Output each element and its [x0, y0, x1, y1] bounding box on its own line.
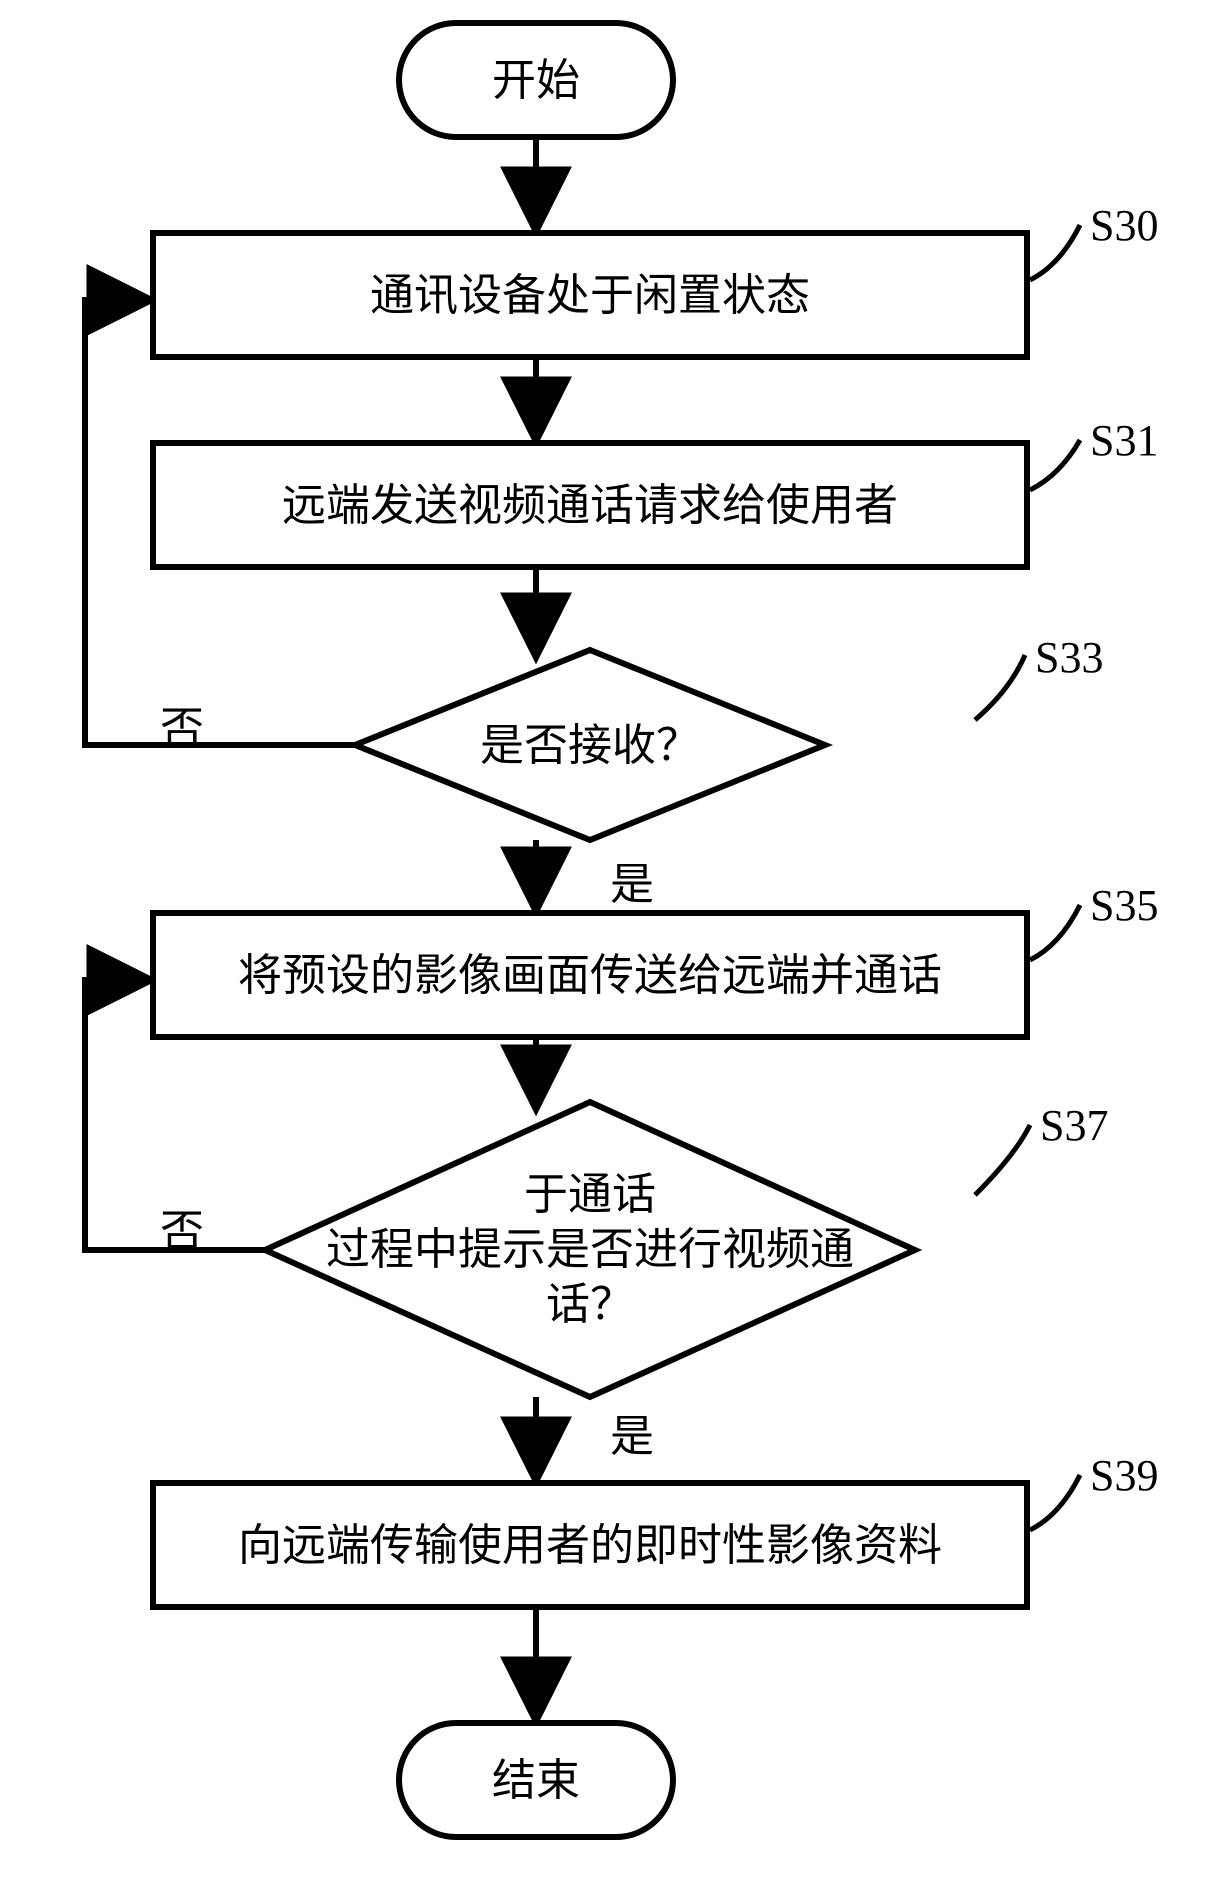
node-s31-label: 远端发送视频通话请求给使用者 [282, 478, 898, 533]
tag-conn-s33 [975, 655, 1025, 720]
node-s39-label: 向远端传输使用者的即时性影像资料 [238, 1518, 942, 1573]
tag-s37: S37 [1040, 1100, 1108, 1151]
label-s37-yes: 是 [610, 1400, 654, 1464]
tag-s39: S39 [1090, 1450, 1158, 1501]
tag-s30: S30 [1090, 200, 1158, 251]
label-s33-no: 否 [160, 692, 204, 756]
tag-conn-s31 [1030, 440, 1080, 490]
label-s33-yes: 是 [610, 848, 654, 912]
tag-conn-s35 [1030, 905, 1080, 960]
node-end-label: 结束 [492, 1753, 580, 1808]
tag-conn-s30 [1030, 225, 1080, 280]
node-s39: 向远端传输使用者的即时性影像资料 [150, 1480, 1030, 1610]
node-s30-label: 通讯设备处于闲置状态 [370, 268, 810, 323]
tag-s31: S31 [1090, 415, 1158, 466]
node-s35-label: 将预设的影像画面传送给远端并通话 [238, 948, 942, 1003]
node-s37-label: 于通话 过程中提示是否进行视频通 话？ [326, 1167, 854, 1332]
node-s33-label: 是否接收？ [480, 718, 700, 773]
node-start-label: 开始 [492, 53, 580, 108]
flowchart-canvas: 开始 通讯设备处于闲置状态 远端发送视频通话请求给使用者 是否接收？ 将预设的影… [0, 0, 1232, 1880]
tag-conn-s39 [1030, 1475, 1080, 1530]
node-s31: 远端发送视频通话请求给使用者 [150, 440, 1030, 570]
tag-s35: S35 [1090, 880, 1158, 931]
node-s37-text: 于通话 过程中提示是否进行视频通 话？ [265, 1102, 915, 1397]
node-s30: 通讯设备处于闲置状态 [150, 230, 1030, 360]
label-s37-no: 否 [160, 1195, 204, 1259]
tag-s33: S33 [1035, 632, 1103, 683]
node-s35: 将预设的影像画面传送给远端并通话 [150, 910, 1030, 1040]
node-start: 开始 [396, 20, 676, 140]
node-s33-text: 是否接收？ [355, 650, 825, 840]
node-end: 结束 [396, 1720, 676, 1840]
tag-conn-s37 [975, 1125, 1030, 1195]
